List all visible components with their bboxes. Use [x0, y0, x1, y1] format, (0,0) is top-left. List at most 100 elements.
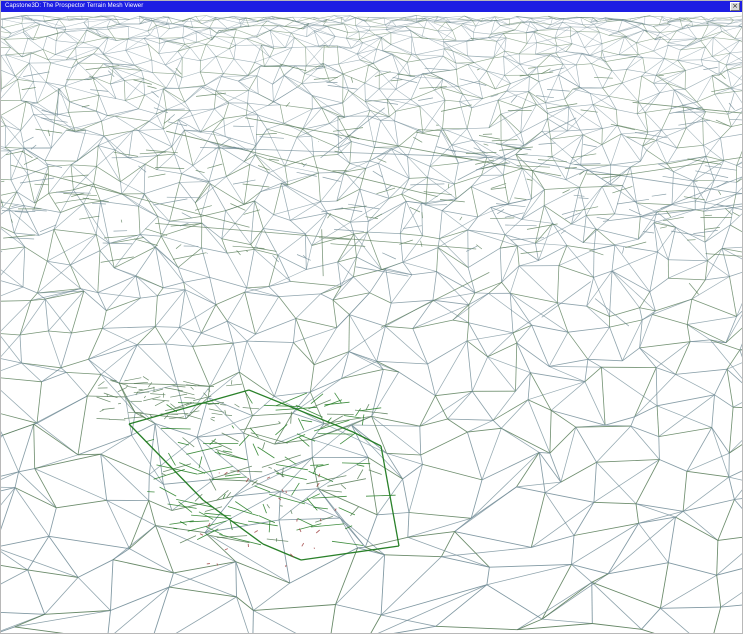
mesh-edge — [37, 264, 71, 294]
mesh-edge — [333, 133, 343, 139]
mesh-edge — [550, 138, 581, 166]
mesh-edge — [51, 129, 67, 149]
mesh-edge — [676, 30, 697, 40]
mesh-edge — [440, 87, 446, 101]
mesh-edge — [434, 17, 447, 23]
mesh-edge — [155, 88, 164, 114]
mesh-edge — [437, 247, 469, 268]
mesh-edge — [223, 73, 248, 77]
mesh-edge — [584, 366, 602, 383]
mesh-edge — [412, 319, 453, 329]
mesh-edge — [407, 129, 419, 157]
mesh-edge — [209, 28, 212, 41]
mesh-edge — [193, 395, 212, 401]
mesh-edge — [14, 471, 20, 488]
mesh-edge — [691, 276, 730, 300]
mesh-edge — [572, 88, 591, 94]
mesh-edge — [207, 163, 223, 169]
mesh-edge — [442, 210, 478, 218]
mesh-edge — [113, 15, 129, 20]
mesh-edge — [382, 252, 397, 260]
mesh-edge — [467, 216, 479, 231]
mesh-edge — [365, 98, 388, 102]
mesh-edge — [96, 166, 121, 183]
mesh-edge — [527, 42, 537, 44]
mesh-edge — [266, 129, 286, 167]
mesh-edge — [171, 129, 185, 147]
mesh-edge — [70, 164, 74, 190]
mesh-edge — [558, 63, 564, 76]
mesh-edge — [686, 24, 709, 26]
mesh-edge — [580, 134, 584, 166]
mesh-edge — [235, 561, 254, 611]
mesh-edge — [206, 252, 208, 255]
mesh-edge — [53, 203, 84, 230]
mesh-edge — [642, 314, 653, 321]
mesh-edge — [156, 25, 170, 29]
mesh-edge — [262, 503, 267, 514]
mesh-edge — [719, 25, 723, 32]
mesh-edge — [516, 486, 546, 494]
mesh-edge — [279, 63, 307, 72]
mesh-edge — [678, 119, 711, 126]
mesh-edge — [444, 99, 460, 102]
mesh-edge — [267, 20, 279, 26]
mesh-edge — [234, 403, 240, 408]
mesh-edge — [342, 82, 365, 104]
mesh-edge — [626, 136, 655, 140]
mesh-edge — [159, 486, 177, 497]
mesh-edge — [88, 359, 102, 375]
mesh-edge — [339, 432, 356, 445]
mesh-edge — [248, 75, 258, 91]
mesh-edge — [93, 166, 97, 184]
mesh-edge — [306, 475, 347, 485]
mesh-edge — [584, 43, 603, 48]
mesh-edge — [470, 452, 540, 519]
mesh-edge — [8, 237, 35, 240]
mesh-edge — [220, 404, 227, 406]
mesh-edge — [344, 525, 353, 530]
mesh-edge — [18, 423, 35, 472]
mesh-edge — [239, 17, 246, 20]
mesh-edge — [54, 40, 57, 55]
mesh-edge — [609, 270, 613, 317]
3d-viewport[interactable] — [1, 12, 742, 633]
mesh-edge — [73, 166, 97, 191]
mesh-edge — [229, 45, 236, 49]
close-button[interactable]: × — [730, 2, 740, 11]
mesh-edge — [674, 89, 686, 91]
mesh-edge — [707, 21, 731, 24]
mesh-edge — [704, 207, 734, 243]
mesh-edge — [2, 23, 22, 29]
mesh-edge — [704, 227, 720, 230]
mesh-edge — [125, 44, 149, 51]
mesh-edge — [702, 118, 721, 139]
mesh-edge — [125, 50, 135, 66]
mesh-edge — [138, 120, 150, 131]
mesh-edge — [256, 75, 259, 94]
mesh-edge — [223, 58, 235, 74]
mesh-edge — [292, 391, 311, 414]
mesh-edge — [421, 203, 423, 236]
mesh-edge — [582, 134, 603, 146]
mesh-edge — [353, 231, 368, 235]
mesh-edge — [124, 80, 145, 96]
mesh-edge — [249, 427, 259, 438]
mesh-edge — [48, 164, 72, 168]
mesh-edge — [311, 438, 369, 458]
mesh-edge — [278, 519, 291, 584]
mesh-edge — [313, 506, 328, 510]
mesh-edge — [33, 424, 36, 469]
mesh-edge — [493, 41, 498, 58]
mesh-edge — [311, 423, 325, 440]
mesh-edge — [362, 42, 377, 50]
mesh-edge — [657, 156, 706, 165]
mesh-edge — [649, 291, 656, 312]
mesh-edge — [376, 361, 384, 370]
mesh-edge — [20, 101, 27, 131]
mesh-edge — [565, 51, 583, 54]
title-bar[interactable]: Capstone3D: The Prospector Terrain Mesh … — [1, 1, 742, 12]
mesh-edge — [532, 170, 566, 181]
mesh-edge — [15, 75, 34, 82]
mesh-edge — [236, 596, 249, 633]
